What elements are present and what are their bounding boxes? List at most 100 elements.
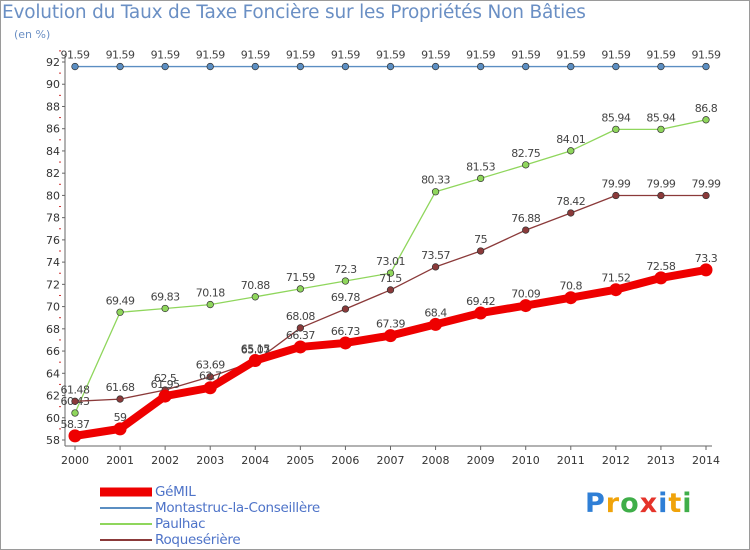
- data-label-montastruc-la-conseill-re-2006: 91.59: [331, 49, 360, 62]
- y-tick-label-88: 88: [46, 100, 60, 113]
- y-tick-label-76: 76: [46, 234, 60, 247]
- point-g-mil-2008: [429, 317, 443, 331]
- point-montastruc-la-conseill-re-2003: [206, 62, 214, 71]
- point-montastruc-la-conseill-re-2004: [251, 62, 259, 71]
- data-label-roques-ri-re-2004: 65.07: [241, 343, 270, 356]
- data-label-montastruc-la-conseill-re-2007: 91.59: [376, 49, 405, 62]
- y-tick-label-72: 72: [46, 278, 60, 291]
- x-tick-label-2012: 2012: [602, 454, 630, 467]
- point-roques-ri-re-2007: [386, 286, 395, 294]
- data-label-paulhac-2006: 72.3: [334, 263, 357, 276]
- point-paulhac-2004: [251, 293, 259, 301]
- point-paulhac-2013: [657, 125, 665, 134]
- data-label-roques-ri-re-2005: 68.08: [286, 310, 315, 323]
- point-g-mil-2007: [384, 329, 397, 343]
- point-g-mil-2005: [293, 340, 307, 354]
- data-label-paulhac-2014: 86.8: [695, 102, 718, 115]
- point-paulhac-2001: [116, 308, 124, 316]
- y-tick-label-92: 92: [46, 56, 60, 69]
- data-label-paulhac-2004: 70.88: [241, 279, 270, 292]
- data-label-montastruc-la-conseill-re-2009: 91.59: [466, 49, 495, 62]
- data-label-montastruc-la-conseill-re-2005: 91.59: [286, 49, 315, 62]
- data-label-roques-ri-re-2014: 79.99: [692, 178, 721, 191]
- point-roques-ri-re-2006: [341, 305, 350, 313]
- x-tick-label-2010: 2010: [512, 454, 540, 467]
- point-montastruc-la-conseill-re-2010: [522, 62, 530, 71]
- x-tick-label-2005: 2005: [286, 454, 314, 467]
- point-roques-ri-re-2013: [657, 191, 665, 200]
- x-tick-label-2009: 2009: [467, 454, 495, 467]
- data-label-roques-ri-re-2000: 61.48: [61, 383, 90, 396]
- legend-swatch-roqueseriere: [100, 539, 152, 541]
- chart-title: Evolution du Taux de Taxe Foncière sur l…: [2, 2, 586, 23]
- point-montastruc-la-conseill-re-2011: [567, 62, 575, 71]
- point-montastruc-la-conseill-re-2009: [476, 62, 485, 71]
- y-tick-label-64: 64: [46, 367, 60, 380]
- x-tick-label-2013: 2013: [647, 454, 675, 467]
- legend-swatch-gemil: [100, 487, 152, 497]
- point-g-mil-2000: [68, 429, 82, 443]
- point-montastruc-la-conseill-re-2014: [702, 62, 710, 71]
- legend-label-paulhac: Paulhac: [155, 516, 206, 532]
- point-roques-ri-re-2014: [702, 191, 710, 200]
- legend-swatch-paulhac: [100, 523, 152, 525]
- y-tick-label-60: 60: [46, 412, 60, 425]
- logo-letter-r: r: [605, 488, 621, 519]
- x-tick-label-2000: 2000: [61, 454, 89, 467]
- point-g-mil-2003: [203, 381, 217, 395]
- point-g-mil-2011: [564, 291, 578, 305]
- data-label-montastruc-la-conseill-re-2014: 91.59: [692, 49, 721, 62]
- point-paulhac-2008: [431, 188, 440, 196]
- x-tick-label-2003: 2003: [196, 454, 224, 467]
- data-label-g-mil-2010: 70.09: [511, 288, 540, 301]
- point-montastruc-la-conseill-re-2001: [116, 62, 124, 71]
- data-label-g-mil-2003: 62.7: [199, 370, 222, 383]
- unit-label: (en %): [14, 28, 51, 41]
- point-paulhac-2000: [71, 409, 79, 417]
- data-label-paulhac-2001: 69.49: [106, 294, 135, 307]
- x-tick-label-2011: 2011: [557, 454, 585, 467]
- data-label-g-mil-2009: 69.42: [466, 295, 495, 308]
- data-label-paulhac-2011: 84.01: [556, 133, 585, 146]
- data-label-g-mil-2012: 71.52: [601, 272, 630, 285]
- logo-letter-i: i: [658, 488, 669, 519]
- y-tick-label-84: 84: [46, 145, 60, 158]
- point-paulhac-2011: [567, 147, 575, 155]
- data-label-paulhac-2008: 80.33: [421, 174, 450, 187]
- data-label-paulhac-2009: 81.53: [466, 160, 495, 173]
- data-label-roques-ri-re-2006: 69.78: [331, 291, 360, 304]
- y-tick-label-70: 70: [46, 301, 60, 314]
- data-label-montastruc-la-conseill-re-2001: 91.59: [106, 49, 135, 62]
- data-label-g-mil-2014: 73.3: [695, 252, 718, 265]
- x-tick-label-2008: 2008: [422, 454, 450, 467]
- point-montastruc-la-conseill-re-2008: [431, 62, 440, 71]
- point-paulhac-2012: [612, 125, 620, 134]
- data-label-montastruc-la-conseill-re-2012: 91.59: [601, 49, 630, 62]
- x-tick-label-2004: 2004: [241, 454, 269, 467]
- y-tick-label-80: 80: [46, 189, 60, 202]
- data-label-paulhac-2005: 71.59: [286, 271, 315, 284]
- point-paulhac-2010: [522, 161, 530, 169]
- logo-letter-i2: i: [682, 488, 693, 519]
- data-label-g-mil-2000: 58.37: [61, 418, 90, 431]
- data-label-g-mil-2013: 72.58: [646, 260, 675, 273]
- x-tick-label-2006: 2006: [331, 454, 359, 467]
- point-montastruc-la-conseill-re-2012: [612, 62, 620, 71]
- y-tick-label-90: 90: [46, 78, 60, 91]
- data-label-roques-ri-re-2003: 63.69: [196, 359, 225, 372]
- data-label-g-mil-2005: 66.37: [286, 329, 315, 342]
- point-roques-ri-re-2005: [296, 324, 305, 332]
- point-roques-ri-re-2011: [567, 209, 575, 217]
- point-montastruc-la-conseill-re-2000: [71, 62, 79, 71]
- x-tick-label-2014: 2014: [692, 454, 720, 467]
- point-paulhac-2007: [386, 269, 395, 277]
- point-paulhac-2009: [476, 174, 485, 183]
- point-g-mil-2012: [609, 283, 623, 297]
- point-g-mil-2014: [699, 263, 713, 277]
- data-label-paulhac-2013: 85.94: [646, 111, 675, 124]
- data-label-roques-ri-re-2007: 71.5: [379, 272, 402, 285]
- point-g-mil-2013: [654, 271, 668, 285]
- data-label-paulhac-2003: 70.18: [196, 287, 225, 300]
